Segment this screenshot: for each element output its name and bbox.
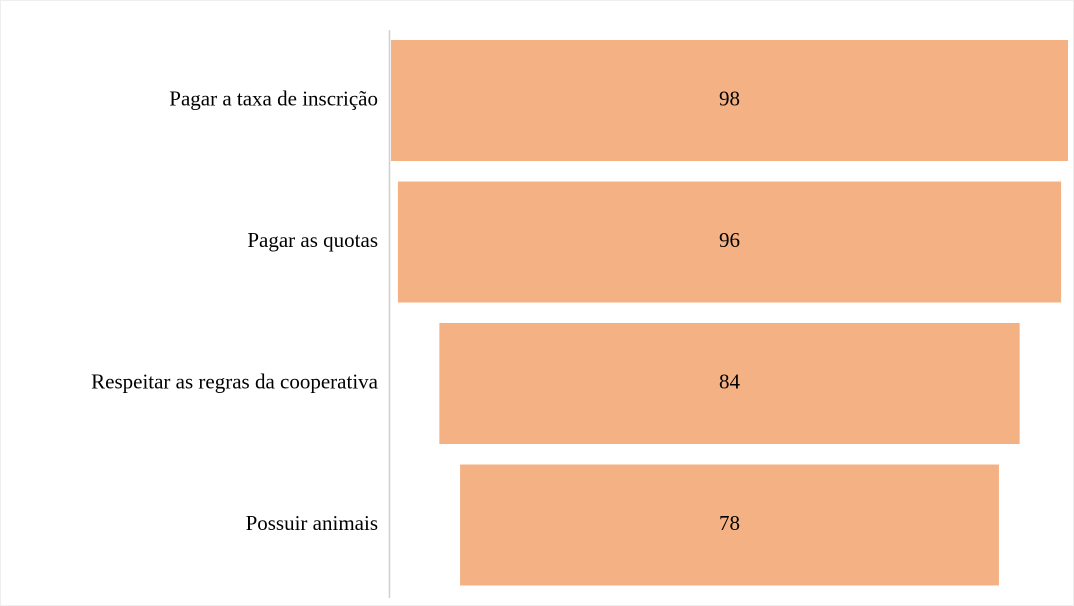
category-label: Respeitar as regras da cooperativa	[91, 369, 379, 393]
data-label: 84	[719, 369, 741, 393]
category-label: Pagar as quotas	[247, 228, 378, 252]
data-label: 98	[719, 86, 740, 110]
funnel-bar	[439, 323, 1020, 444]
funnel-bar	[460, 464, 999, 586]
data-label: 96	[719, 228, 740, 252]
funnel-bar	[397, 181, 1062, 303]
category-label: Possuir animais	[246, 511, 378, 535]
funnel-bar	[391, 40, 1068, 161]
category-label: Pagar a taxa de inscrição	[169, 86, 378, 110]
data-label: 78	[719, 511, 740, 535]
